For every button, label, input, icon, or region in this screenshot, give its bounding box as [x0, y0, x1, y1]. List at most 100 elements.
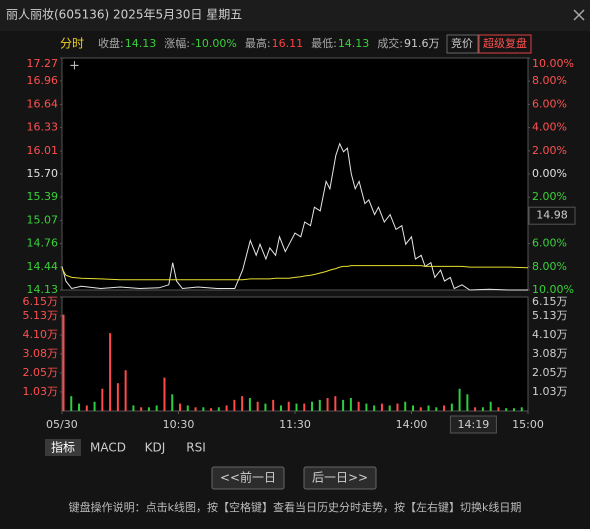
stat-label: 最低: — [311, 37, 337, 50]
volume-bar — [210, 408, 213, 411]
volume-bar — [241, 396, 244, 411]
auction-button[interactable]: 竞价 — [451, 36, 473, 50]
y2-tick-label: 2.00% — [532, 144, 567, 157]
next-button[interactable] — [303, 466, 377, 490]
replay-button[interactable]: 超级复盘 — [483, 36, 527, 50]
y2-tick-label: 5.13万 — [532, 309, 568, 322]
volume-bar — [404, 401, 407, 411]
y-tick-label: 15.07 — [27, 214, 59, 227]
close-button[interactable] — [573, 9, 585, 21]
volume-bar — [326, 398, 329, 411]
y2-tick-label: 4.10万 — [532, 328, 568, 341]
volume-bar — [186, 405, 189, 411]
y2-tick-label: 3.08万 — [532, 347, 568, 360]
average-line — [61, 265, 529, 281]
volume-bar — [124, 370, 127, 411]
volume-bar — [179, 403, 181, 411]
volume-bar — [132, 405, 135, 411]
indicator-tab[interactable]: MACD — [90, 441, 126, 455]
y-tick-label: 14.44 — [27, 260, 59, 273]
y-tick-label: 2.05万 — [23, 366, 59, 379]
x-tick-label: 15:00 — [512, 418, 544, 431]
tab-highlight — [45, 439, 81, 456]
volume-bar — [163, 377, 166, 411]
stat-value: -10.00% — [191, 37, 237, 50]
volume-bar — [248, 398, 251, 411]
price-line — [61, 142, 528, 291]
volume-bar — [272, 399, 275, 411]
volume-bar — [334, 396, 337, 411]
volume-bar — [497, 407, 500, 411]
mode-label: 分时 — [60, 37, 84, 51]
volume-bar — [85, 405, 88, 411]
volume-bar — [474, 407, 477, 411]
auction-box[interactable] — [446, 34, 479, 54]
volume-pane — [61, 296, 529, 412]
volume-bar — [481, 407, 484, 411]
volume-bar — [101, 388, 104, 411]
y2-tick-label: 6.00% — [532, 97, 567, 110]
y-tick-label: 16.33 — [27, 120, 59, 133]
y2-tick-label: 6.00% — [532, 237, 567, 250]
title-bar — [0, 0, 590, 31]
day-button[interactable]: <<前一日 — [220, 470, 276, 485]
y2-tick-label: 10.00% — [532, 283, 574, 296]
prev-button[interactable] — [211, 466, 285, 490]
y-tick-label: 1.03万 — [23, 385, 59, 398]
volume-bar — [62, 314, 65, 411]
stat-label: 最高: — [245, 36, 271, 50]
volume-bar — [116, 383, 119, 411]
volume-bar — [287, 401, 290, 411]
volume-bar — [520, 407, 523, 411]
cursor-price: 14.98 — [536, 209, 568, 222]
indicator-tab[interactable]: 指标 — [51, 440, 75, 455]
y-tick-label: 4.10万 — [23, 328, 59, 341]
x-tick-label: 10:30 — [163, 418, 195, 431]
volume-bar — [109, 333, 112, 411]
window-title: 丽人丽妆(605136) 2025年5月30日 星期五 — [6, 8, 242, 22]
cursor-time-box — [449, 415, 497, 434]
stat-label: 涨幅: — [164, 37, 190, 50]
day-button[interactable]: 后一日>> — [312, 471, 368, 485]
stat-value: 14.13 — [125, 37, 157, 50]
volume-bar — [318, 399, 321, 411]
volume-bar — [450, 403, 453, 411]
y-tick-label: 15.70 — [27, 167, 59, 180]
y-tick-label: 17.27 — [27, 57, 59, 70]
indicator-tab[interactable]: RSI — [186, 441, 206, 455]
close-icon[interactable] — [573, 9, 585, 21]
stat-value: 14.13 — [338, 37, 370, 50]
y2-tick-label: 2.00% — [532, 190, 567, 203]
volume-bar — [78, 403, 81, 411]
volume-bar — [256, 401, 259, 411]
volume-bar — [311, 401, 314, 411]
volume-bar — [427, 405, 430, 411]
stat-value: 16.11 — [272, 37, 304, 50]
volume-bar — [396, 403, 399, 411]
volume-bar — [419, 407, 422, 411]
y2-tick-label: 10.00% — [532, 57, 574, 70]
stat-value: 91.6万 — [404, 37, 440, 50]
y-tick-label: 3.08万 — [23, 347, 59, 360]
y-tick-label: 6.15万 — [23, 295, 59, 308]
y2-tick-label: 8.00% — [532, 260, 567, 273]
y2-tick-label: 1.03万 — [532, 385, 568, 398]
volume-bar — [194, 407, 197, 411]
indicator-tab[interactable]: KDJ — [145, 441, 166, 455]
crosshair-icon: + — [69, 59, 80, 74]
volume-bar — [140, 407, 143, 411]
replay-box[interactable] — [478, 34, 532, 54]
volume-bar — [466, 394, 469, 411]
y2-tick-label: 8.00% — [532, 74, 567, 87]
volume-bar — [202, 407, 205, 411]
volume-bar — [373, 405, 376, 411]
volume-bar — [357, 401, 360, 411]
volume-bar — [443, 405, 446, 411]
volume-bar — [342, 399, 345, 411]
volume-bar — [349, 398, 352, 411]
volume-bar — [217, 407, 220, 411]
y-tick-label: 16.96 — [27, 74, 59, 87]
volume-bar — [380, 403, 383, 411]
